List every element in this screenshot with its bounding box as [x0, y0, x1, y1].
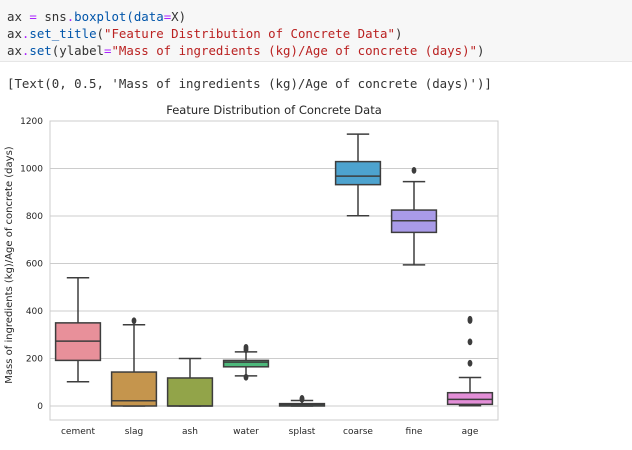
x-tick-label: splast [289, 427, 316, 437]
y-tick-label: 600 [26, 260, 43, 270]
iqr-box [222, 359, 270, 368]
y-tick-label: 800 [26, 212, 43, 222]
code-line-1: ax = sns.boxplot(data=X) [7, 9, 187, 24]
outlier-point [467, 338, 473, 346]
box-cement [54, 277, 102, 383]
iqr-box [334, 160, 382, 186]
plot-area [50, 121, 498, 420]
outlier-point [467, 315, 473, 323]
y-tick-label: 1000 [20, 165, 43, 175]
box-age [446, 315, 494, 407]
y-tick-label: 1200 [20, 117, 43, 127]
cell-output-text: [Text(0, 0.5, 'Mass of ingredients (kg)/… [7, 76, 492, 91]
code-line-3: ax.set(ylabel="Mass of ingredients (kg)/… [7, 43, 485, 58]
box-splast [278, 395, 326, 407]
box-ash [166, 357, 214, 407]
x-tick-label: fine [406, 427, 423, 437]
code-line-2: ax.set_title("Feature Distribution of Co… [7, 26, 403, 41]
x-tick-label: ash [182, 427, 198, 437]
x-tick-label: slag [125, 427, 143, 437]
y-tick-label: 0 [37, 402, 43, 412]
outlier-point [243, 373, 249, 381]
iqr-box [166, 377, 214, 407]
iqr-box [446, 391, 494, 406]
plot-frame [49, 120, 499, 421]
y-tick-label: 400 [26, 307, 43, 317]
outlier-point [299, 395, 305, 402]
outlier-point [411, 167, 417, 174]
code-cell[interactable]: ax = sns.boxplot(data=X) ax.set_title("F… [0, 0, 632, 62]
x-tick-label: coarse [343, 427, 373, 437]
outlier-point [243, 343, 249, 351]
box-coarse [334, 133, 382, 217]
box-fine [390, 167, 438, 266]
outlier-point [131, 317, 137, 325]
box-water [222, 343, 270, 381]
x-tick-label: age [462, 427, 479, 437]
x-tick-label: cement [61, 427, 95, 437]
box-slag [110, 317, 158, 407]
outlier-point [467, 359, 473, 367]
x-tick-label: water [233, 427, 259, 437]
y-tick-label: 200 [26, 355, 43, 365]
chart-title: Feature Distribution of Concrete Data [166, 103, 382, 117]
